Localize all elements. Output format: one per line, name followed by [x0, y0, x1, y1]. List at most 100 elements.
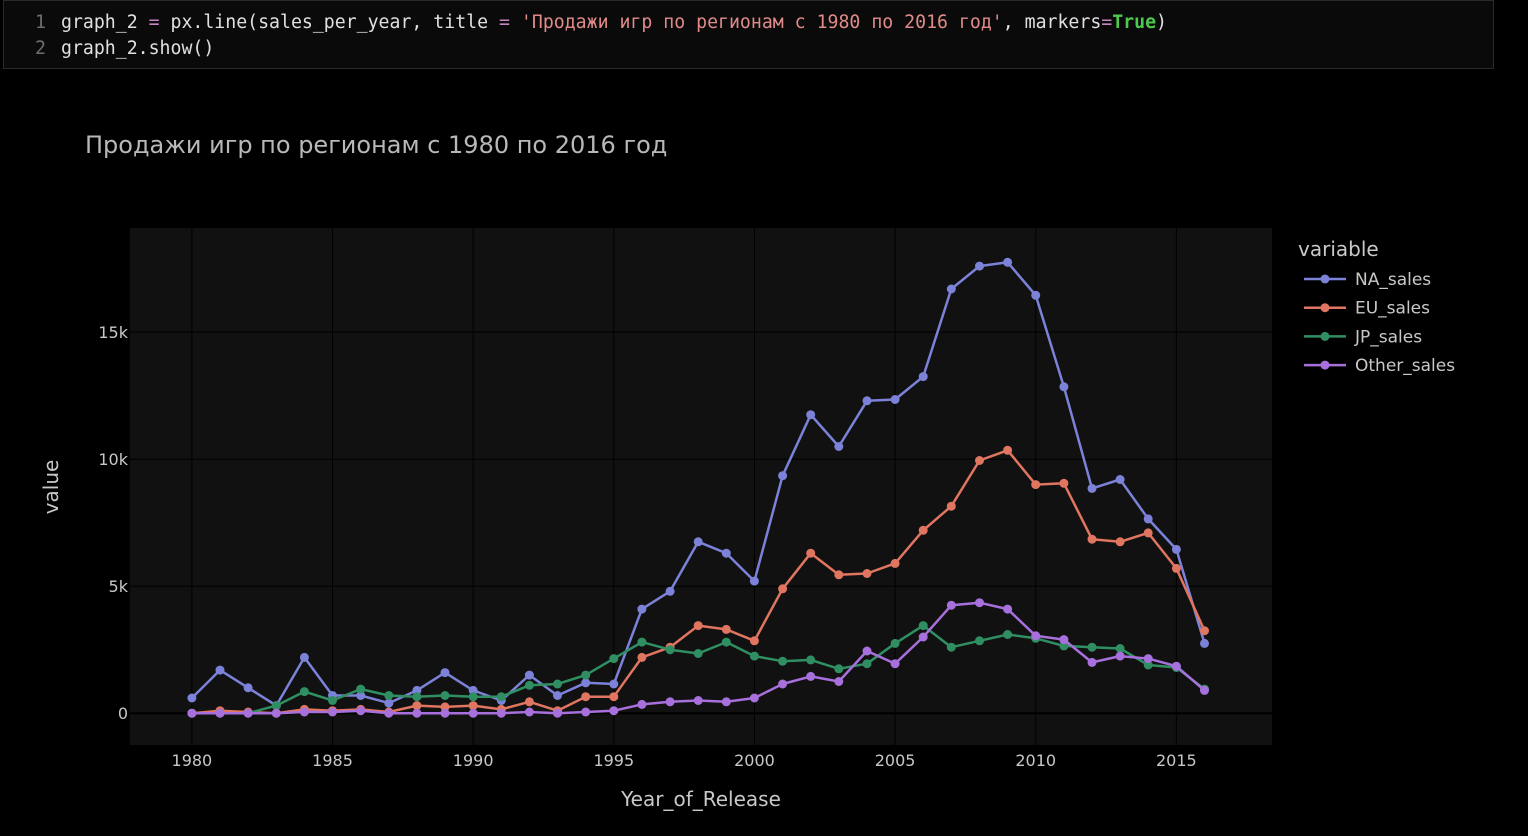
data-point[interactable] [693, 696, 703, 705]
data-point[interactable] [1200, 685, 1209, 695]
legend-item-EU_sales[interactable]: EU_sales [1304, 299, 1430, 319]
data-point[interactable] [1171, 544, 1181, 554]
data-point[interactable] [1115, 475, 1125, 484]
data-point[interactable] [271, 708, 281, 718]
data-point[interactable] [778, 679, 788, 689]
data-point[interactable] [1003, 445, 1013, 455]
data-point[interactable] [637, 637, 647, 647]
data-point[interactable] [524, 680, 534, 690]
data-point[interactable] [468, 701, 478, 711]
data-point[interactable] [299, 687, 309, 697]
data-point[interactable] [299, 652, 309, 662]
data-point[interactable] [524, 670, 534, 680]
data-point[interactable] [834, 442, 844, 451]
data-point[interactable] [1143, 528, 1153, 538]
code-cell[interactable]: 1 graph_2 = px.line(sales_per_year, title… [3, 0, 1494, 69]
data-point[interactable] [524, 707, 534, 717]
data-point[interactable] [918, 632, 928, 642]
series-NA_sales[interactable] [187, 257, 1209, 711]
data-point[interactable] [581, 707, 591, 717]
data-point[interactable] [975, 456, 984, 465]
data-point[interactable] [890, 638, 900, 648]
legend-item-NA_sales[interactable]: NA_sales [1304, 270, 1431, 290]
data-point[interactable] [778, 471, 788, 481]
data-point[interactable] [440, 702, 450, 712]
data-point[interactable] [778, 656, 788, 666]
data-point[interactable] [328, 707, 337, 717]
data-point[interactable] [862, 569, 872, 578]
data-point[interactable] [412, 701, 422, 711]
data-point[interactable] [581, 670, 591, 680]
data-point[interactable] [1171, 563, 1181, 573]
data-point[interactable] [1115, 651, 1125, 661]
code-text[interactable]: graph_2.show() [61, 36, 214, 62]
data-point[interactable] [468, 692, 478, 702]
data-point[interactable] [862, 659, 872, 669]
data-point[interactable] [890, 659, 900, 669]
data-point[interactable] [468, 708, 478, 718]
data-point[interactable] [609, 654, 619, 664]
data-point[interactable] [721, 697, 731, 707]
data-point[interactable] [496, 708, 506, 718]
data-point[interactable] [778, 584, 788, 594]
legend[interactable]: variable NA_sales EU_sales JP_sales Other_s… [1298, 237, 1455, 376]
data-point[interactable] [1115, 644, 1125, 653]
data-point[interactable] [862, 396, 872, 406]
data-point[interactable] [721, 637, 731, 647]
data-point[interactable] [215, 665, 225, 675]
data-point[interactable] [581, 678, 591, 688]
data-point[interactable] [1171, 661, 1181, 671]
data-point[interactable] [918, 621, 928, 631]
data-point[interactable] [1059, 635, 1069, 645]
data-point[interactable] [496, 692, 506, 702]
data-point[interactable] [1115, 537, 1125, 547]
data-point[interactable] [356, 684, 366, 694]
data-point[interactable] [1087, 534, 1097, 544]
data-point[interactable] [834, 677, 844, 686]
data-point[interactable] [975, 261, 984, 271]
data-point[interactable] [834, 664, 844, 674]
data-point[interactable] [749, 576, 759, 586]
data-point[interactable] [412, 692, 422, 702]
data-point[interactable] [187, 708, 197, 718]
data-point[interactable] [975, 598, 984, 608]
code-text[interactable]: graph_2 = px.line(sales_per_year, title … [61, 10, 1167, 36]
data-point[interactable] [1200, 638, 1209, 648]
data-point[interactable] [862, 646, 872, 656]
data-point[interactable] [609, 692, 619, 702]
series-Other_sales[interactable] [187, 598, 1209, 718]
data-point[interactable] [1143, 514, 1153, 524]
data-point[interactable] [553, 691, 562, 700]
data-point[interactable] [1003, 604, 1013, 614]
data-point[interactable] [412, 685, 422, 695]
data-point[interactable] [975, 636, 984, 646]
data-point[interactable] [384, 698, 394, 708]
data-point[interactable] [1059, 478, 1069, 488]
data-point[interactable] [412, 708, 422, 718]
data-point[interactable] [1059, 382, 1069, 392]
data-point[interactable] [749, 651, 759, 661]
data-point[interactable] [806, 410, 816, 420]
data-point[interactable] [609, 706, 619, 716]
data-point[interactable] [440, 691, 450, 700]
data-point[interactable] [1143, 654, 1153, 664]
data-point[interactable] [946, 284, 956, 294]
data-point[interactable] [1087, 483, 1097, 493]
data-point[interactable] [581, 692, 591, 702]
data-point[interactable] [553, 679, 562, 689]
data-point[interactable] [440, 668, 450, 678]
data-point[interactable] [946, 501, 956, 511]
data-point[interactable] [806, 671, 816, 681]
data-point[interactable] [384, 691, 394, 700]
data-point[interactable] [468, 685, 478, 695]
data-point[interactable] [243, 708, 253, 718]
data-point[interactable] [243, 683, 253, 693]
data-point[interactable] [1200, 626, 1209, 636]
data-point[interactable] [299, 707, 309, 717]
data-point[interactable] [1003, 257, 1013, 267]
data-point[interactable] [665, 586, 675, 596]
data-point[interactable] [553, 708, 562, 718]
data-point[interactable] [890, 558, 900, 568]
data-point[interactable] [440, 708, 450, 718]
data-point[interactable] [1087, 657, 1097, 667]
